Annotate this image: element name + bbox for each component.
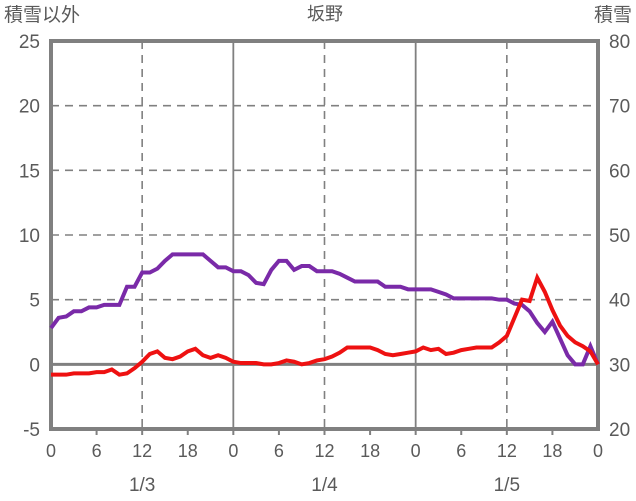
right-tick-label: 70 <box>609 97 630 118</box>
x-tick-label: 18 <box>360 441 380 461</box>
right-tick-label: 50 <box>609 226 630 247</box>
x-tick-label: 12 <box>314 441 334 461</box>
x-tick-label: 18 <box>178 441 198 461</box>
x-tick-label: 12 <box>497 441 517 461</box>
data-series-group <box>49 252 600 377</box>
x-tick-label: 18 <box>542 441 562 461</box>
series-line-red <box>51 272 600 377</box>
right-tick-label: 60 <box>609 161 630 182</box>
day-label: 1/5 <box>494 475 520 496</box>
right-tick-label: 30 <box>609 355 630 376</box>
left-axis-tick-labels: -5 0 5 10 15 20 25 <box>19 32 40 441</box>
x-tick-label: 0 <box>411 441 421 461</box>
right-tick-label: 20 <box>609 420 630 441</box>
page-title: 坂野 <box>307 4 343 24</box>
right-tick-label: 40 <box>609 291 630 312</box>
left-tick-label: 0 <box>29 355 40 376</box>
x-tick-label: 12 <box>132 441 152 461</box>
x-axis-day-labels: 1/3 1/4 1/5 <box>129 475 520 496</box>
left-tick-label: 10 <box>19 226 40 247</box>
left-tick-label: -5 <box>23 420 40 441</box>
x-tick-label: 6 <box>456 441 466 461</box>
left-tick-label: 5 <box>29 291 40 312</box>
left-tick-label: 15 <box>19 161 40 182</box>
right-axis-tick-labels: 20 30 40 50 60 70 80 <box>609 32 630 441</box>
x-tick-label: 0 <box>228 441 238 461</box>
x-tick-label: 0 <box>46 441 56 461</box>
right-tick-label: 80 <box>609 32 630 53</box>
left-tick-label: 25 <box>19 32 40 53</box>
x-tick-label: 6 <box>274 441 284 461</box>
series-line-purple <box>49 252 600 367</box>
x-tick-label: 0 <box>593 441 603 461</box>
x-axis-tick-labels: 0 6 12 18 0 6 12 18 0 6 12 18 0 <box>46 441 603 461</box>
x-tick-label: 6 <box>92 441 102 461</box>
plot-frame <box>49 39 600 431</box>
right-axis-title: 積雪 <box>594 4 632 26</box>
left-axis-title: 積雪以外 <box>4 4 80 26</box>
left-tick-label: 20 <box>19 97 40 118</box>
day-label: 1/3 <box>129 475 155 496</box>
day-label: 1/4 <box>311 475 338 496</box>
